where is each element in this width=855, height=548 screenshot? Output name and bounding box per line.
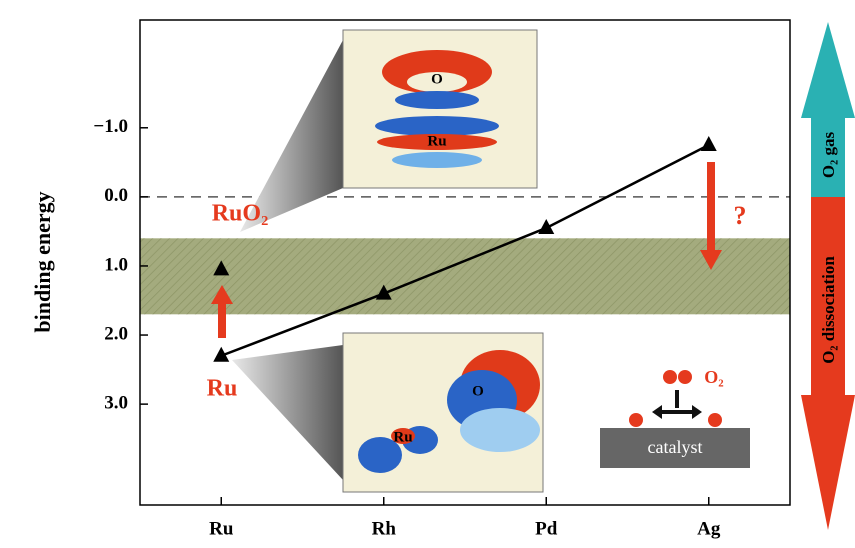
annotation: O₂ <box>704 367 723 387</box>
marker <box>701 136 717 151</box>
inset-label: O <box>472 383 484 399</box>
annotation: ? <box>734 201 747 230</box>
annotation: catalyst <box>648 437 703 457</box>
x-tick-label: Ag <box>697 518 721 539</box>
annotation: Ru <box>207 376 238 402</box>
chart: binding energy O Ru O Ru RuO₂ Ru ? <box>0 0 855 548</box>
y-tick-label: 3.0 <box>104 392 128 413</box>
inset-label: Ru <box>427 133 446 149</box>
x-tick-label: Rh <box>372 518 397 539</box>
inset-label: Ru <box>393 429 412 445</box>
band-hatch <box>140 238 790 314</box>
y-tick-label: 1.0 <box>104 254 128 275</box>
inset-connector <box>232 345 343 480</box>
inset-top: O Ru <box>343 30 537 188</box>
inset-label: O <box>431 71 443 87</box>
x-tick-label: Ru <box>209 518 234 539</box>
inset-bottom: O Ru <box>343 333 543 492</box>
annotation: O₂ dissociation <box>819 256 838 364</box>
annotation: O₂ gas <box>819 132 838 179</box>
x-tick-label: Pd <box>535 518 558 539</box>
y-tick-label: −1.0 <box>93 116 128 137</box>
y-axis-label: binding energy <box>30 191 55 332</box>
y-tick-label: 0.0 <box>104 185 128 206</box>
annotation: RuO₂ <box>212 201 269 227</box>
y-tick-label: 2.0 <box>104 323 128 344</box>
